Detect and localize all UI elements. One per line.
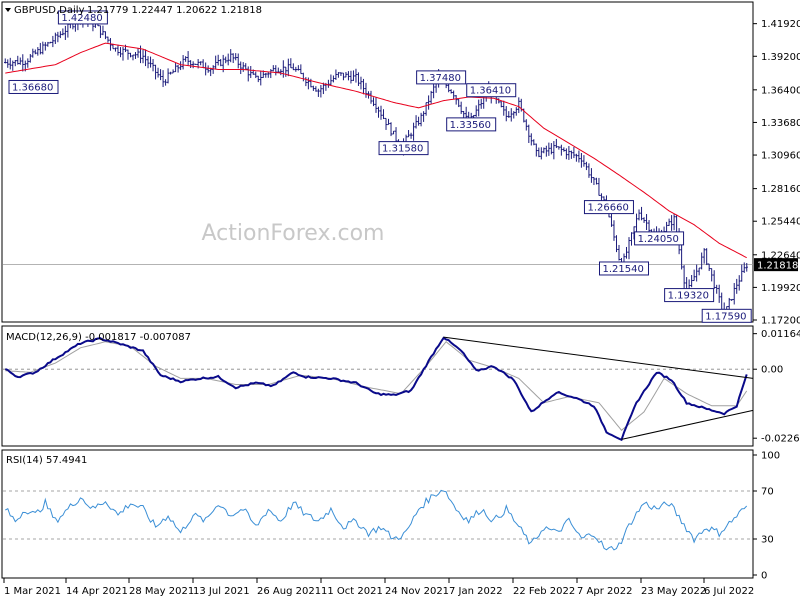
price-panel-frame (1, 1, 754, 323)
rsi-tick-label: 100 (761, 451, 780, 462)
macd-layer: 0.011645 0.00 -0.0226 (3, 329, 800, 445)
price-label-box (446, 117, 497, 132)
date-tick-label: 22 Feb 2022 (513, 586, 575, 597)
price-tick-label: 1.25440 (761, 217, 800, 228)
rsi-tick-label: 0 (761, 571, 767, 582)
price-label-box (701, 308, 752, 323)
price-label-text: 1.36410 (470, 86, 511, 97)
rsi-tick-label: 30 (761, 535, 774, 546)
price-label-text: 1.36680 (12, 82, 53, 93)
macd-line (4, 336, 748, 442)
price-label-box (664, 288, 715, 303)
price-label-text: 1.24050 (638, 234, 679, 245)
date-tick-label: 13 Jul 2021 (193, 586, 250, 597)
rsi-title: RSI(14) 57.4941 (6, 455, 87, 466)
price-label-text: 1.17590 (705, 311, 746, 322)
date-tick-label: 1 Mar 2021 (4, 586, 61, 597)
date-tick-label: 7 Jan 2022 (449, 586, 503, 597)
macd-trendline (443, 336, 754, 379)
price-axis: 1.41920 1.39200 1.36400 1.33680 1.30960 1.281… (753, 19, 800, 327)
macd-tick-label: -0.0226 (761, 434, 800, 445)
price-tick-label: 1.22640 (761, 250, 800, 261)
price-label-box (634, 231, 685, 246)
price-tick-label: 1.28160 (761, 184, 800, 195)
macd-tick-label: 0.011645 (761, 329, 800, 340)
price-label-box (57, 10, 108, 25)
current-price-box (754, 258, 798, 272)
sma-layer (5, 42, 747, 259)
macd-trendline (621, 409, 754, 440)
price-label-text: 1.26660 (587, 203, 628, 214)
date-tick-label: 7 Apr 2022 (577, 586, 632, 597)
ohlc-readout: 1.21779 1.22447 1.20622 1.21818 (87, 5, 262, 16)
watermark: ActionForex.com (202, 221, 385, 246)
chart-header: GBPUSD,Daily 1.21779 1.22447 1.20622 1.2… (5, 5, 262, 16)
price-label-text: 1.19320 (668, 291, 709, 302)
price-tick-label: 1.19920 (761, 283, 800, 294)
price-label-text: 1.31580 (382, 144, 423, 155)
price-label-box (8, 79, 59, 94)
rsi-tick-label: 70 (761, 487, 774, 498)
price-label-text: 1.21540 (602, 264, 643, 275)
date-tick-label: 11 Oct 2021 (321, 586, 383, 597)
rsi-line (5, 489, 748, 551)
date-tick-label: 26 Aug 2021 (257, 586, 321, 597)
current-price-text: 1.21818 (757, 261, 798, 272)
price-tick-label: 1.17200 (761, 316, 800, 327)
price-tick-label: 1.39200 (761, 52, 800, 63)
price-label-box (598, 261, 649, 276)
rsi-panel-frame (1, 449, 754, 579)
date-tick-label: 14 Apr 2021 (66, 586, 128, 597)
price-tick-label: 1.30960 (761, 151, 800, 162)
price-tick-label: 1.33680 (761, 118, 800, 129)
price-label-box (416, 70, 467, 85)
price-label-box (583, 200, 634, 215)
rsi-layer: 100 70 30 0 (3, 451, 780, 582)
date-tick-label: 24 Nov 2021 (385, 586, 449, 597)
moving-average-line (5, 42, 747, 259)
macd-panel-frame (1, 325, 754, 447)
dropdown-triangle-icon (5, 8, 11, 12)
macd-title: MACD(12,26,9) -0.001817 -0.007087 (6, 332, 191, 343)
date-tick-label: 23 May 2022 (641, 586, 706, 597)
price-label-text: 1.33560 (450, 120, 491, 131)
date-tick-label: 28 May 2021 (129, 586, 194, 597)
price-label-box (378, 141, 429, 156)
price-label-text: 1.37480 (420, 73, 461, 84)
price-tick-label: 1.41920 (761, 19, 800, 30)
date-tick-label: 6 Jul 2022 (704, 586, 754, 597)
price-label-box (466, 83, 517, 98)
current-price-tag: 1.21818 (754, 258, 798, 272)
macd-tick-label: 0.00 (761, 365, 783, 376)
price-tick-label: 1.36400 (761, 85, 800, 96)
symbol-label: GBPUSD,Daily (14, 5, 85, 16)
price-label-text: 1.42480 (61, 13, 102, 24)
price-labels: 1.42480 1.36680 1.37480 1.36410 1.33560 1.315… (8, 10, 752, 323)
